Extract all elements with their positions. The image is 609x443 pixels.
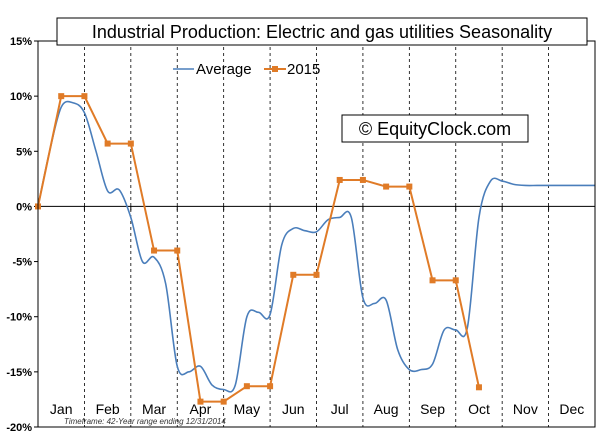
data-point-2015 bbox=[197, 398, 204, 405]
x-tick-label: Sep bbox=[420, 401, 445, 417]
data-point-2015 bbox=[127, 140, 134, 147]
legend-marker-2015 bbox=[272, 66, 278, 72]
x-tick-label: May bbox=[234, 401, 260, 417]
x-tick-label: Jun bbox=[282, 401, 305, 417]
data-point-2015 bbox=[452, 277, 459, 284]
chart-title: Industrial Production: Electric and gas … bbox=[92, 22, 552, 42]
data-point-2015 bbox=[220, 398, 227, 405]
watermark: © EquityClock.com bbox=[359, 119, 511, 139]
x-tick-label: Nov bbox=[513, 401, 538, 417]
data-point-2015 bbox=[151, 247, 158, 254]
x-tick-label: Oct bbox=[468, 401, 490, 417]
data-point-2015 bbox=[359, 176, 366, 183]
watermark-box bbox=[341, 114, 529, 143]
y-tick-label: -15% bbox=[6, 367, 32, 379]
y-tick-label: -20% bbox=[6, 422, 32, 434]
x-tick-label: Mar bbox=[142, 401, 166, 417]
series-line-2015 bbox=[37, 95, 480, 403]
y-tick-label: 10% bbox=[10, 91, 32, 103]
data-point-2015 bbox=[475, 384, 482, 391]
y-tick-label: -5% bbox=[12, 257, 32, 269]
x-tick-label: Jul bbox=[331, 401, 349, 417]
y-tick-label: 0% bbox=[16, 201, 32, 213]
grid-lines bbox=[84, 41, 549, 427]
legend-label-2015: 2015 bbox=[287, 61, 320, 78]
data-point-2015 bbox=[243, 383, 250, 390]
series-line-average bbox=[37, 100, 595, 393]
x-tick-label: Jan bbox=[50, 401, 73, 417]
x-tick-label: Feb bbox=[96, 401, 120, 417]
x-tick-label: Aug bbox=[374, 401, 399, 417]
data-point-2015 bbox=[290, 271, 297, 278]
data-point-2015 bbox=[429, 277, 436, 284]
data-point-2015 bbox=[81, 93, 88, 100]
x-tick-labels: Jan Feb Mar Apr May Jun Jul Aug Sep Oct Nov Dec bbox=[50, 401, 584, 417]
y-tick-label: 15% bbox=[10, 36, 32, 48]
x-tick-label: Dec bbox=[559, 401, 584, 417]
y-tick-label: 5% bbox=[16, 146, 32, 158]
y-tick-labels: 15% 10% 5% 0% -5% -10% -15% -20% bbox=[6, 36, 32, 434]
data-point-2015 bbox=[336, 176, 343, 183]
data-point-2015 bbox=[58, 93, 65, 100]
title-box bbox=[56, 17, 588, 46]
footnote: Timeframe: 42-Year range ending 12/31/20… bbox=[64, 417, 226, 426]
data-point-2015 bbox=[174, 247, 181, 254]
legend: Average 2015 bbox=[173, 61, 320, 78]
legend-label-average: Average bbox=[196, 61, 252, 78]
data-point-2015 bbox=[383, 183, 390, 190]
data-point-2015 bbox=[267, 383, 274, 390]
data-point-2015 bbox=[406, 183, 413, 190]
y-tick-label: -10% bbox=[6, 312, 32, 324]
data-point-2015 bbox=[104, 140, 111, 147]
data-point-2015 bbox=[313, 271, 320, 278]
x-tick-label: Apr bbox=[190, 401, 212, 417]
